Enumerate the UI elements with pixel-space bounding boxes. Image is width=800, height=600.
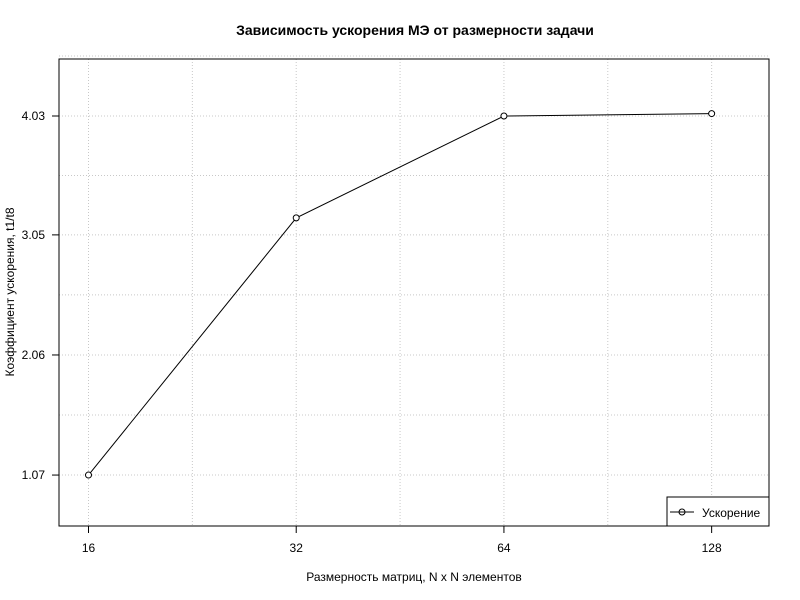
data-point [708, 110, 716, 118]
y-tick-label: 2.06 [22, 348, 46, 362]
y-tick-label: 1.07 [22, 468, 46, 482]
series-line [88, 113, 712, 476]
chart-title: Зависимость ускорения МЭ от размерности … [236, 22, 594, 38]
x-axis-label: Размерность матриц, N x N элементов [306, 570, 522, 584]
legend-marker-sample [678, 508, 686, 516]
y-axis-label: Коэффициент ускорения, t1/t8 [3, 207, 17, 376]
data-point [84, 471, 92, 479]
x-axis: 16 32 64 128 [82, 526, 722, 555]
y-tick-label: 4.03 [22, 109, 46, 123]
legend: Ускорение [666, 496, 770, 527]
grid-lines [59, 55, 769, 526]
series-group [84, 110, 716, 479]
legend-label: Ускорение [702, 506, 761, 520]
x-tick-label: 128 [702, 541, 722, 555]
data-point [292, 214, 300, 222]
plot-border [58, 58, 770, 527]
data-point [500, 112, 508, 120]
y-tick-label: 3.05 [22, 228, 46, 242]
x-tick-label: 32 [290, 541, 304, 555]
y-axis: 1.07 2.06 3.05 4.03 [22, 109, 59, 482]
x-tick-label: 16 [82, 541, 96, 555]
x-tick-label: 64 [497, 541, 511, 555]
